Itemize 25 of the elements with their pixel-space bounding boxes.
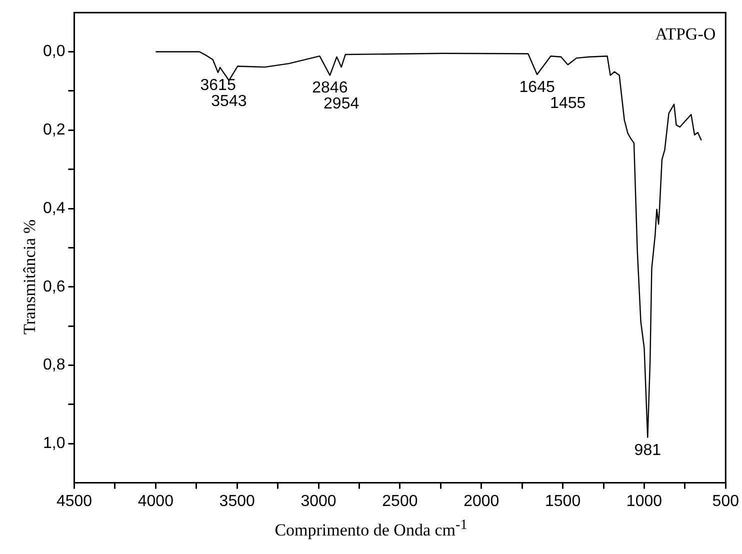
y-tick-label: 0,2 <box>42 122 66 139</box>
x-tick-label: 500 <box>712 492 740 510</box>
annotation: 3615 <box>200 76 236 94</box>
x-axis-title: Comprimento de Onda cm$^{-1}$ <box>274 517 468 541</box>
y-axis-title: Transmitância % <box>20 219 40 335</box>
annotation: 1645 <box>519 78 555 96</box>
annotation: ATPG-O <box>655 24 716 44</box>
annotation: 1455 <box>550 94 586 112</box>
x-tick-label: 4500 <box>56 492 92 510</box>
x-tick-label: 4000 <box>138 492 174 510</box>
y-tick-label: 0,6 <box>42 278 66 296</box>
x-tick-label: 2000 <box>464 492 500 510</box>
annotation: 2954 <box>324 96 360 113</box>
y-tick-label: 0,4 <box>42 200 66 217</box>
x-tick-label: 1500 <box>545 492 581 510</box>
y-tick-label: 1,0 <box>42 435 66 452</box>
annotation: 2846 <box>312 80 348 97</box>
annotation: 3543 <box>211 92 247 110</box>
x-tick-label: 2500 <box>382 492 418 510</box>
y-tick-label: 0,8 <box>42 356 66 374</box>
x-tick-label: 3000 <box>300 492 336 510</box>
x-tick-label: 1000 <box>626 492 662 510</box>
y-tick-label: 0,0 <box>42 43 66 60</box>
annotation: 981 <box>634 442 662 459</box>
x-tick-label: 3500 <box>219 492 255 510</box>
